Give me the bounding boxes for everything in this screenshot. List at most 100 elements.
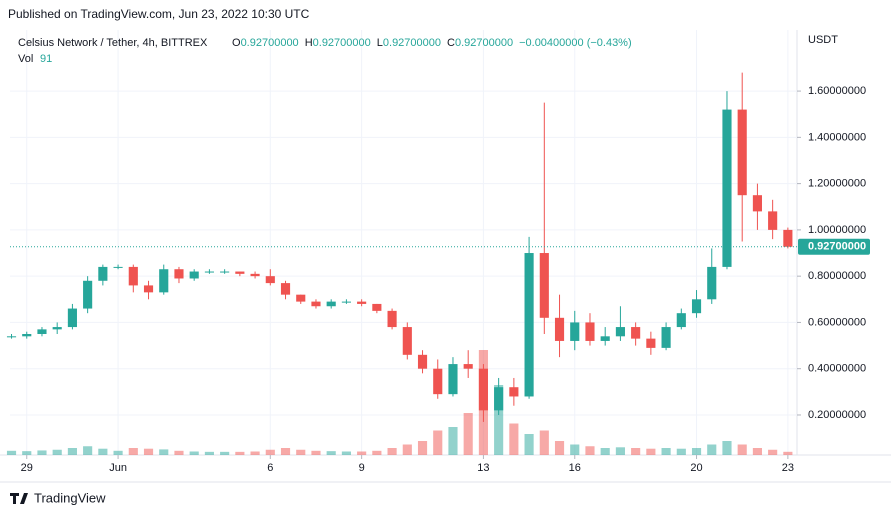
brand-logo bbox=[10, 493, 28, 504]
candle-body bbox=[220, 271, 230, 273]
x-tick-label: 16 bbox=[569, 462, 581, 474]
candle-body bbox=[570, 322, 580, 341]
x-tick-label: 6 bbox=[267, 462, 273, 474]
grid bbox=[10, 30, 797, 455]
volume-bar bbox=[631, 448, 641, 455]
candle-body bbox=[174, 269, 184, 279]
y-tick-label: 0.40000000 bbox=[808, 363, 866, 375]
volume-bar bbox=[646, 448, 656, 455]
y-tick-label: 1.00000000 bbox=[808, 224, 866, 236]
volume-bar bbox=[554, 441, 565, 455]
candle-body bbox=[600, 336, 610, 341]
candle-body bbox=[737, 109, 747, 196]
volume-bar bbox=[509, 423, 519, 455]
y-tick-label: 1.60000000 bbox=[808, 85, 866, 97]
volume-title: Vol bbox=[18, 53, 33, 65]
y-tick-label: 1.20000000 bbox=[808, 178, 866, 190]
volume-bar bbox=[387, 448, 397, 455]
volume-bar bbox=[524, 434, 534, 455]
ohlc-key: C bbox=[447, 37, 455, 49]
candle-body bbox=[539, 253, 549, 318]
volume-bar bbox=[37, 450, 47, 455]
last-price-box bbox=[798, 238, 870, 255]
candle-body bbox=[296, 294, 306, 302]
candle-body bbox=[676, 313, 686, 328]
y-tick-label: 1.40000000 bbox=[808, 131, 866, 143]
x-tick-label: 29 bbox=[21, 462, 33, 474]
candle-body bbox=[631, 327, 641, 339]
candle-body bbox=[554, 317, 565, 341]
y-tick-label: 0.60000000 bbox=[808, 316, 866, 328]
volume-bar bbox=[6, 450, 17, 455]
volume-bar bbox=[159, 449, 169, 455]
candle-body bbox=[524, 253, 534, 397]
volume-bar bbox=[204, 451, 214, 455]
candle-body bbox=[128, 266, 138, 286]
candle-body bbox=[661, 327, 671, 348]
candle-body bbox=[6, 336, 17, 338]
volume-bar bbox=[737, 444, 747, 455]
candle-body bbox=[113, 266, 123, 268]
candle-body bbox=[159, 269, 169, 293]
volume-bar bbox=[783, 451, 793, 455]
ohlc-value: 0.92700000 bbox=[383, 37, 441, 49]
volume-bar bbox=[661, 448, 671, 455]
volume-bar bbox=[707, 444, 717, 455]
ohlc-legend: O 0.92700000 H 0.92700000 L 0.92700000 C 0.9270… bbox=[232, 37, 632, 49]
volume-bar bbox=[372, 450, 382, 455]
currency: USDT bbox=[808, 34, 838, 46]
candle-body bbox=[235, 271, 245, 274]
volume-bar bbox=[600, 448, 610, 455]
candle-body bbox=[387, 310, 397, 328]
candle-body bbox=[691, 299, 702, 314]
candle-body bbox=[433, 368, 443, 395]
volume-bar bbox=[22, 451, 32, 455]
candle-body bbox=[448, 364, 458, 395]
candle-body bbox=[143, 285, 154, 293]
candle-body bbox=[615, 327, 625, 337]
ohlc-key: O bbox=[232, 37, 241, 49]
candle-body bbox=[98, 266, 108, 281]
volume-bar bbox=[83, 446, 93, 455]
candle-body bbox=[341, 301, 351, 303]
volume-bar bbox=[98, 448, 108, 455]
candle-body bbox=[83, 280, 93, 309]
candle-body bbox=[37, 329, 47, 335]
volume-bar bbox=[585, 446, 595, 455]
volume-bar bbox=[539, 430, 549, 455]
volume-bar bbox=[189, 451, 199, 455]
volume-bar bbox=[494, 385, 504, 455]
volume-bar bbox=[463, 413, 473, 455]
volume-bar bbox=[433, 430, 443, 455]
x-tick-label: 9 bbox=[359, 462, 365, 474]
candle-body bbox=[417, 354, 428, 369]
volume-bar bbox=[143, 448, 154, 455]
volume-bar bbox=[174, 450, 184, 455]
volume-bar bbox=[326, 451, 336, 455]
candle-body bbox=[189, 271, 199, 279]
volume-bar bbox=[691, 448, 702, 455]
volume-bar bbox=[280, 448, 291, 455]
volume-bar bbox=[615, 447, 625, 455]
volume-bar bbox=[52, 449, 62, 455]
candle-body bbox=[326, 301, 336, 307]
volume-bar bbox=[676, 448, 686, 455]
candle-body bbox=[357, 301, 367, 304]
candles bbox=[6, 72, 793, 422]
change: −0.00400000 (−0.43%) bbox=[519, 37, 632, 49]
x-tick-label: 13 bbox=[477, 462, 489, 474]
candle-body bbox=[311, 301, 321, 307]
published: Published on TradingView.com, Jun 23, 20… bbox=[8, 7, 310, 21]
volume-last: 91 bbox=[40, 53, 52, 65]
x-tick-label: 23 bbox=[782, 462, 794, 474]
candle-body bbox=[52, 327, 62, 330]
volume-bar bbox=[357, 451, 367, 455]
y-tick-label: 0.20000000 bbox=[808, 409, 866, 421]
candle-body bbox=[783, 229, 793, 247]
volume-bar bbox=[570, 444, 580, 455]
volume-bar bbox=[722, 441, 732, 455]
candle-body bbox=[585, 322, 595, 341]
x-tick-label: 20 bbox=[690, 462, 702, 474]
candle-body bbox=[707, 266, 717, 300]
